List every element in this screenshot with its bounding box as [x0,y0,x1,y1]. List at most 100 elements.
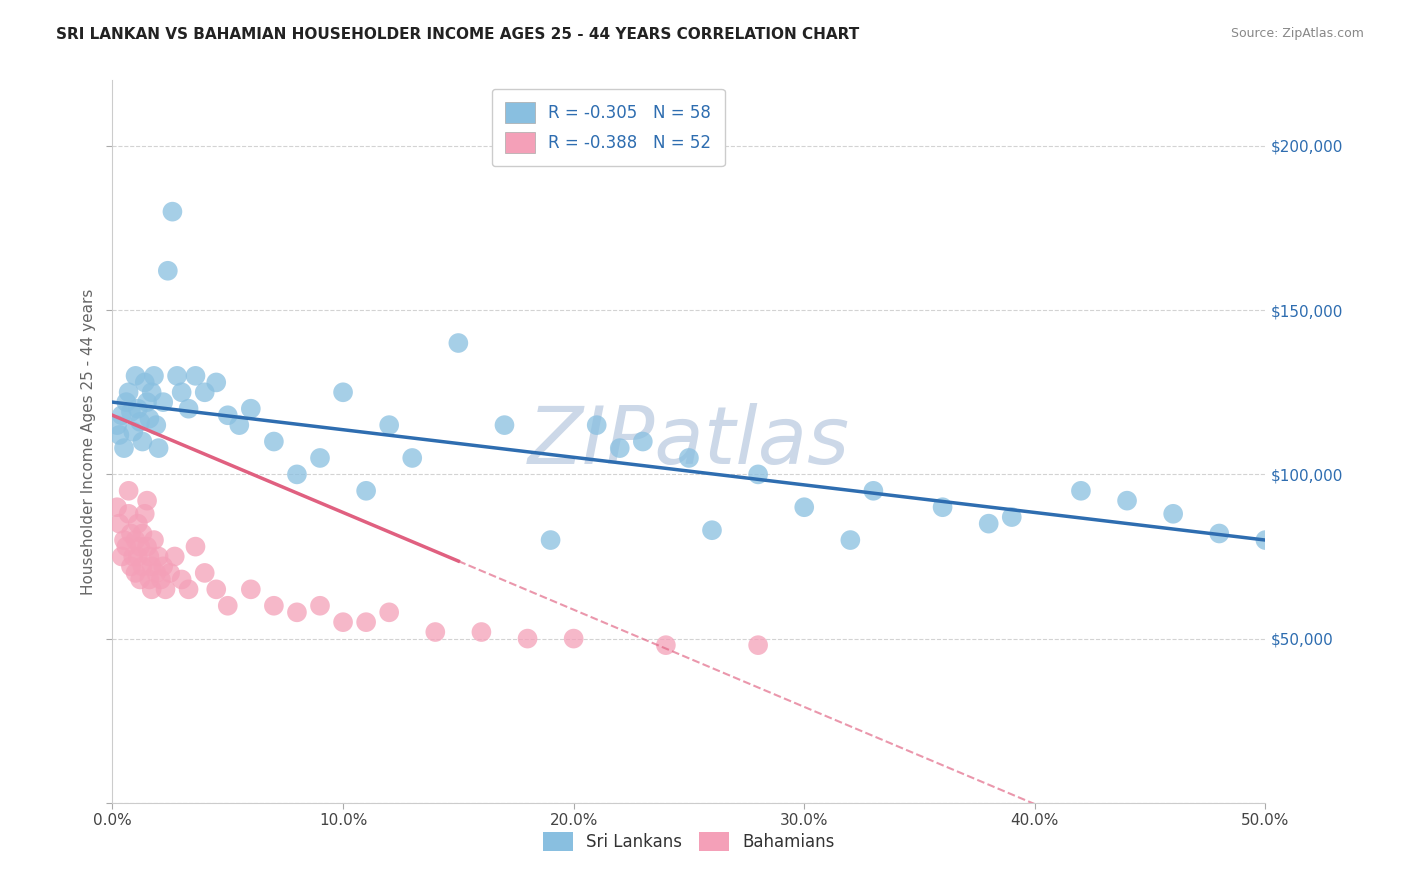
Point [134,507,156,521]
Point [447,336,470,351]
Point [1116,493,1139,508]
Point [263,434,285,449]
Point [124,368,146,383]
Point [111,549,134,564]
Point [177,582,200,597]
Point [793,500,815,515]
Point [115,395,138,409]
Point [540,533,562,547]
Point [425,625,447,640]
Point [228,418,250,433]
Point [120,559,142,574]
Point [1070,483,1092,498]
Point [184,368,207,383]
Point [122,425,145,439]
Point [332,385,354,400]
Point [105,418,128,433]
Point [129,415,152,429]
Point [217,599,239,613]
Point [285,467,308,482]
Point [378,418,401,433]
Point [205,582,228,597]
Point [309,599,332,613]
Point [163,549,186,564]
Point [138,411,160,425]
Point [122,549,145,564]
Point [115,540,138,554]
Point [108,516,131,531]
Point [162,204,184,219]
Point [194,385,217,400]
Point [111,409,134,423]
Point [136,395,159,409]
Point [609,441,631,455]
Point [184,540,207,554]
Point [354,615,377,630]
Point [105,500,128,515]
Point [1161,507,1184,521]
Point [136,540,159,554]
Point [112,441,135,455]
Legend: Sri Lankans, Bahamians: Sri Lankans, Bahamians [534,823,844,860]
Point [152,559,174,574]
Point [401,450,423,465]
Point [141,385,163,400]
Point [678,450,700,465]
Point [309,450,332,465]
Point [239,582,262,597]
Point [148,441,170,455]
Point [148,549,170,564]
Point [354,483,377,498]
Point [149,573,172,587]
Point [332,615,354,630]
Point [585,418,607,433]
Point [145,418,167,433]
Point [124,533,146,547]
Point [120,526,142,541]
Point [166,368,188,383]
Point [285,605,308,619]
Text: ZIPatlas: ZIPatlas [527,402,851,481]
Point [152,395,174,409]
Point [170,573,193,587]
Point [143,368,166,383]
Point [862,483,884,498]
Point [516,632,538,646]
Point [117,507,139,521]
Point [127,549,149,564]
Point [170,385,193,400]
Point [129,573,152,587]
Point [127,401,149,416]
Point [1001,510,1024,524]
Point [470,625,492,640]
Text: SRI LANKAN VS BAHAMIAN HOUSEHOLDER INCOME AGES 25 - 44 YEARS CORRELATION CHART: SRI LANKAN VS BAHAMIAN HOUSEHOLDER INCOM… [56,27,859,42]
Point [931,500,953,515]
Point [239,401,262,416]
Point [129,540,152,554]
Point [131,559,153,574]
Point [117,483,139,498]
Point [141,559,163,574]
Point [700,523,723,537]
Point [124,566,146,580]
Point [138,549,160,564]
Point [117,385,139,400]
Point [631,434,654,449]
Point [263,599,285,613]
Point [145,566,167,580]
Point [747,467,769,482]
Point [655,638,678,652]
Point [131,434,153,449]
Point [1208,526,1230,541]
Point [138,573,160,587]
Point [194,566,217,580]
Point [177,401,200,416]
Point [217,409,239,423]
Point [134,376,156,390]
Point [120,405,142,419]
Point [108,428,131,442]
Point [155,582,177,597]
Point [1254,533,1277,547]
Point [136,493,159,508]
Point [205,376,228,390]
